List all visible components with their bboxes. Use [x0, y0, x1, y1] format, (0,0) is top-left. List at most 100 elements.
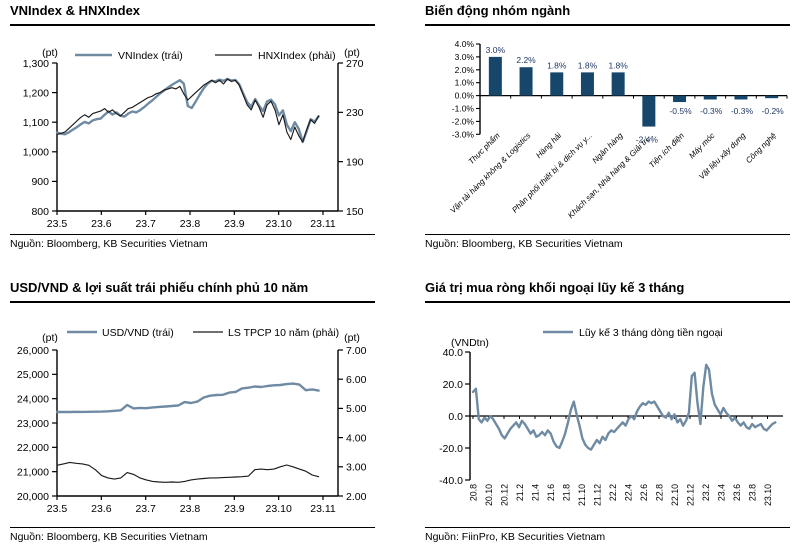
- svg-text:23.10: 23.10: [266, 503, 292, 515]
- svg-text:(pt): (pt): [42, 47, 58, 59]
- svg-text:23.7: 23.7: [135, 503, 156, 515]
- svg-text:22.2: 22.2: [608, 484, 618, 501]
- svg-text:-1.0%: -1.0%: [452, 104, 475, 114]
- svg-text:-40.0: -40.0: [439, 475, 463, 487]
- svg-text:26,000: 26,000: [17, 345, 49, 357]
- svg-text:23.9: 23.9: [224, 218, 245, 230]
- svg-text:23.8: 23.8: [180, 218, 201, 230]
- sector-change-chart: 4.0%3.0%2.0%1.0%0.0%-1.0%-2.0%-3.0%3.0%T…: [448, 39, 788, 220]
- svg-text:21.12: 21.12: [593, 484, 603, 506]
- svg-text:270: 270: [346, 58, 364, 70]
- svg-text:23.5: 23.5: [47, 218, 68, 230]
- svg-text:23.6: 23.6: [91, 503, 112, 515]
- svg-text:3.0%: 3.0%: [455, 52, 475, 62]
- svg-text:1,200: 1,200: [23, 87, 49, 99]
- svg-text:Lũy kế 3 tháng dòng tiền ngoại: Lũy kế 3 tháng dòng tiền ngoại: [579, 327, 723, 339]
- svg-text:23.7: 23.7: [135, 218, 156, 230]
- svg-text:HNXIndex (phải): HNXIndex (phải): [258, 50, 336, 62]
- source-note: Nguồn: FiinPro, KB Securities Vietnam: [425, 527, 790, 543]
- svg-text:1.8%: 1.8%: [608, 60, 628, 70]
- usdvnd-bond-chart: (pt) (pt) USD/VND (trái) LS TPCP 10 năm (ph…: [17, 327, 367, 515]
- svg-text:1.8%: 1.8%: [547, 60, 567, 70]
- svg-text:21.8: 21.8: [562, 484, 572, 501]
- svg-text:(pt): (pt): [344, 47, 360, 59]
- svg-text:-0.5%: -0.5%: [669, 106, 692, 116]
- svg-text:190: 190: [346, 156, 364, 168]
- source-note: Nguồn: Bloomberg, KB Securities Vietnam: [425, 234, 790, 250]
- panel-vnindex-hnxindex: VNIndex & HNXIndex (pt) (pt) VNIndex (trái…: [10, 3, 375, 250]
- svg-text:23.9: 23.9: [224, 503, 245, 515]
- svg-text:-3.0%: -3.0%: [452, 129, 475, 139]
- svg-text:6.00: 6.00: [346, 374, 367, 386]
- chart-title: USD/VND & lợi suất trái phiếu chính phủ …: [10, 280, 375, 303]
- svg-text:23.2: 23.2: [701, 484, 711, 501]
- source-note: Nguồn: Bloomberg, KB Securities Vietnam: [10, 527, 375, 543]
- svg-text:-20.0: -20.0: [439, 443, 463, 455]
- svg-text:VNIndex (trái): VNIndex (trái): [118, 50, 183, 62]
- svg-text:0.0%: 0.0%: [455, 91, 475, 101]
- svg-text:20,000: 20,000: [17, 491, 49, 503]
- svg-text:1.0%: 1.0%: [455, 78, 475, 88]
- svg-text:Hàng hải: Hàng hải: [534, 131, 563, 160]
- svg-text:21.10: 21.10: [577, 484, 587, 506]
- svg-text:-0.2%: -0.2%: [762, 106, 785, 116]
- svg-text:23.4: 23.4: [717, 484, 727, 501]
- svg-text:23.5: 23.5: [47, 503, 68, 515]
- svg-text:3.0%: 3.0%: [486, 45, 506, 55]
- svg-text:LS TPCP 10 năm (phải): LS TPCP 10 năm (phải): [228, 327, 339, 339]
- chart-title: Biến động nhóm ngành: [425, 3, 790, 26]
- svg-text:23.10: 23.10: [266, 218, 292, 230]
- svg-text:23.8: 23.8: [180, 503, 201, 515]
- svg-text:-0.3%: -0.3%: [731, 106, 754, 116]
- svg-text:22.12: 22.12: [686, 484, 696, 506]
- panel-usdvnd-bond: USD/VND & lợi suất trái phiếu chính phủ …: [10, 280, 375, 543]
- svg-text:20.12: 20.12: [500, 484, 510, 506]
- svg-text:Công nghệ: Công nghệ: [744, 131, 778, 165]
- svg-text:24,000: 24,000: [17, 393, 49, 405]
- svg-text:Máy móc: Máy móc: [687, 131, 716, 160]
- svg-text:1,000: 1,000: [23, 147, 49, 159]
- chart-title: VNIndex & HNXIndex: [10, 3, 375, 26]
- svg-text:22.6: 22.6: [639, 484, 649, 501]
- svg-text:23.8: 23.8: [748, 484, 758, 501]
- svg-text:800: 800: [31, 206, 49, 218]
- svg-text:20.10: 20.10: [484, 484, 494, 506]
- svg-text:USD/VND (trái): USD/VND (trái): [102, 327, 174, 339]
- svg-text:20.8: 20.8: [469, 484, 479, 501]
- svg-text:21,000: 21,000: [17, 466, 49, 478]
- svg-text:23.6: 23.6: [91, 218, 112, 230]
- svg-text:20.0: 20.0: [443, 379, 464, 391]
- svg-text:1.8%: 1.8%: [578, 60, 598, 70]
- svg-text:3.00: 3.00: [346, 462, 367, 474]
- svg-text:4.00: 4.00: [346, 432, 367, 444]
- svg-text:2.0%: 2.0%: [455, 65, 475, 75]
- chart-title: Giá trị mua ròng khối ngoại lũy kế 3 thá…: [425, 280, 790, 303]
- svg-text:23.6: 23.6: [732, 484, 742, 501]
- svg-text:22.10: 22.10: [670, 484, 680, 506]
- svg-text:1,300: 1,300: [23, 58, 49, 70]
- svg-text:0.0: 0.0: [448, 411, 463, 423]
- svg-text:2.00: 2.00: [346, 491, 367, 503]
- foreign-flow-chart: Lũy kế 3 tháng dòng tiền ngoại (VNDtn)40.…: [439, 327, 783, 506]
- svg-text:22.8: 22.8: [655, 484, 665, 501]
- panel-foreign-flow: Giá trị mua ròng khối ngoại lũy kế 3 thá…: [425, 280, 790, 543]
- svg-text:23.10: 23.10: [763, 484, 773, 506]
- svg-text:22.4: 22.4: [624, 484, 634, 501]
- vnindex-hnxindex-chart: (pt) (pt) VNIndex (trái) HNXIndex (phải) 1,3…: [23, 47, 364, 230]
- svg-text:5.00: 5.00: [346, 403, 367, 415]
- svg-text:-2.0%: -2.0%: [452, 116, 475, 126]
- svg-text:23,000: 23,000: [17, 418, 49, 430]
- svg-text:(pt): (pt): [344, 332, 360, 344]
- svg-text:22,000: 22,000: [17, 442, 49, 454]
- svg-text:-2.4%: -2.4%: [636, 135, 659, 145]
- svg-text:230: 230: [346, 107, 364, 119]
- source-note: Nguồn: Bloomberg, KB Securities Vietnam: [10, 234, 375, 250]
- svg-text:21.2: 21.2: [515, 484, 525, 501]
- svg-text:1,100: 1,100: [23, 117, 49, 129]
- panel-sector-change: Biến động nhóm ngành 4.0% 3.0% 2.0% 1.0% 0.0…: [425, 3, 790, 250]
- svg-text:-0.3%: -0.3%: [700, 106, 723, 116]
- svg-text:900: 900: [31, 176, 49, 188]
- svg-text:(pt): (pt): [42, 332, 58, 344]
- svg-text:23.11: 23.11: [310, 503, 336, 515]
- svg-text:150: 150: [346, 206, 364, 218]
